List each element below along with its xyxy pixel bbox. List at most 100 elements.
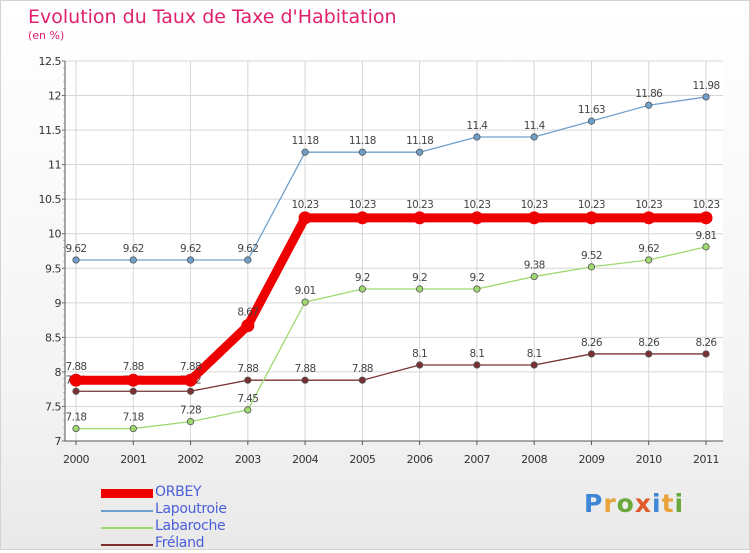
data-point [301, 298, 309, 306]
logo-letter: P [584, 489, 604, 518]
logo-letter: x [634, 489, 652, 518]
data-label: 7.88 [295, 363, 316, 375]
data-label: 11.4 [524, 120, 546, 132]
data-label: 9.2 [355, 272, 370, 284]
data-point [699, 211, 713, 225]
data-label: 9.38 [524, 260, 545, 272]
y-tick-label: 10 [48, 228, 61, 241]
data-label: 8.1 [412, 348, 427, 360]
x-tick-label: 2001 [120, 453, 146, 466]
data-point [69, 373, 83, 387]
logo-letter: i [652, 489, 662, 518]
logo-letter: t [661, 489, 675, 518]
series-labaroche: 7.18 7.18 7.28 7.45 9.01 9.2 9.2 9.2 9.38 9.52 9.6… [66, 230, 717, 433]
data-label: 9.62 [123, 243, 144, 255]
legend-label: Fréland [155, 535, 205, 551]
data-label: 9.62 [66, 243, 87, 255]
data-label: 7.88 [237, 363, 258, 375]
data-point [184, 373, 198, 387]
series-line [75, 246, 707, 430]
x-tick-label: 2007 [464, 453, 490, 466]
data-point [642, 211, 656, 225]
data-label: 10.23 [349, 199, 376, 211]
data-point [355, 211, 369, 225]
data-point [645, 256, 653, 264]
series-fr-land: 7.727.727.727.887.887.888.18.18.18.268.2… [66, 337, 718, 395]
y-tick-label: 10.5 [39, 193, 62, 206]
logo-letter: i [674, 489, 685, 518]
data-point [244, 376, 252, 384]
data-point [587, 117, 596, 125]
data-label: 9.2 [412, 272, 427, 284]
series-line [71, 213, 711, 385]
data-point [530, 361, 538, 369]
data-label: 7.45 [237, 393, 258, 405]
data-label: 8.26 [638, 337, 660, 349]
data-point [473, 285, 481, 293]
unit-label: (en %) [28, 29, 65, 42]
data-point [358, 285, 366, 293]
x-tick-label: 2006 [407, 453, 433, 466]
data-label: 9.2 [469, 272, 484, 284]
data-label: 10.23 [521, 199, 548, 211]
data-point [416, 361, 424, 369]
data-label: 7.88 [123, 361, 144, 373]
data-point [129, 387, 137, 395]
data-point [72, 256, 80, 264]
data-label: 9.62 [237, 243, 258, 255]
y-tick-label: 8.5 [45, 331, 61, 344]
data-point [186, 418, 195, 426]
data-point [301, 376, 309, 384]
data-point [72, 424, 80, 433]
data-label: 8.26 [696, 337, 718, 349]
x-tick-label: 2008 [521, 453, 547, 466]
data-point [129, 256, 137, 264]
y-tick-label: 9 [55, 297, 62, 310]
data-point [358, 148, 366, 156]
x-tick-label: 2011 [693, 453, 719, 466]
data-label: 10.23 [578, 199, 605, 211]
data-point [473, 361, 481, 369]
legend-swatch [101, 489, 153, 498]
data-label: 7.88 [352, 363, 373, 375]
y-tick-label: 12.5 [39, 55, 62, 68]
data-label: 11.18 [349, 135, 376, 147]
proxiti-logo: Proxiti [584, 489, 684, 518]
data-label: 9.52 [581, 250, 602, 262]
data-point [72, 387, 80, 395]
legend-swatch [101, 544, 153, 546]
logo-letter: o [616, 489, 635, 518]
data-label: 7.18 [123, 412, 144, 424]
data-point [129, 424, 137, 433]
legend-label: Lapoutroie [155, 501, 227, 517]
data-point [241, 319, 255, 333]
y-tick-label: 7.5 [45, 400, 61, 413]
data-label: 10.23 [406, 199, 433, 211]
data-point [702, 93, 710, 101]
data-label: 7.88 [180, 361, 201, 373]
legend-swatch [101, 510, 153, 512]
data-label: 7.88 [66, 361, 87, 373]
x-tick-label: 2002 [178, 453, 204, 466]
data-label: 11.86 [635, 88, 663, 100]
data-label: 10.23 [692, 199, 719, 211]
data-label: 10.23 [292, 199, 319, 211]
data-label: 11.18 [292, 135, 319, 147]
data-point [702, 243, 710, 251]
y-tick-label: 8 [55, 366, 62, 379]
data-point [584, 211, 598, 225]
data-point [244, 256, 252, 264]
legend-label: Labaroche [155, 518, 226, 534]
data-point [301, 148, 309, 156]
y-tick-label: 11.5 [39, 124, 62, 137]
data-point [473, 133, 481, 141]
data-point [298, 211, 312, 225]
data-point [530, 272, 538, 281]
data-point [416, 148, 424, 156]
x-tick-label: 2010 [636, 453, 662, 466]
data-point [244, 406, 252, 414]
data-point [530, 133, 538, 141]
data-label: 11.4 [466, 120, 488, 132]
data-label: 9.01 [295, 285, 316, 297]
data-label: 8.26 [581, 337, 603, 349]
